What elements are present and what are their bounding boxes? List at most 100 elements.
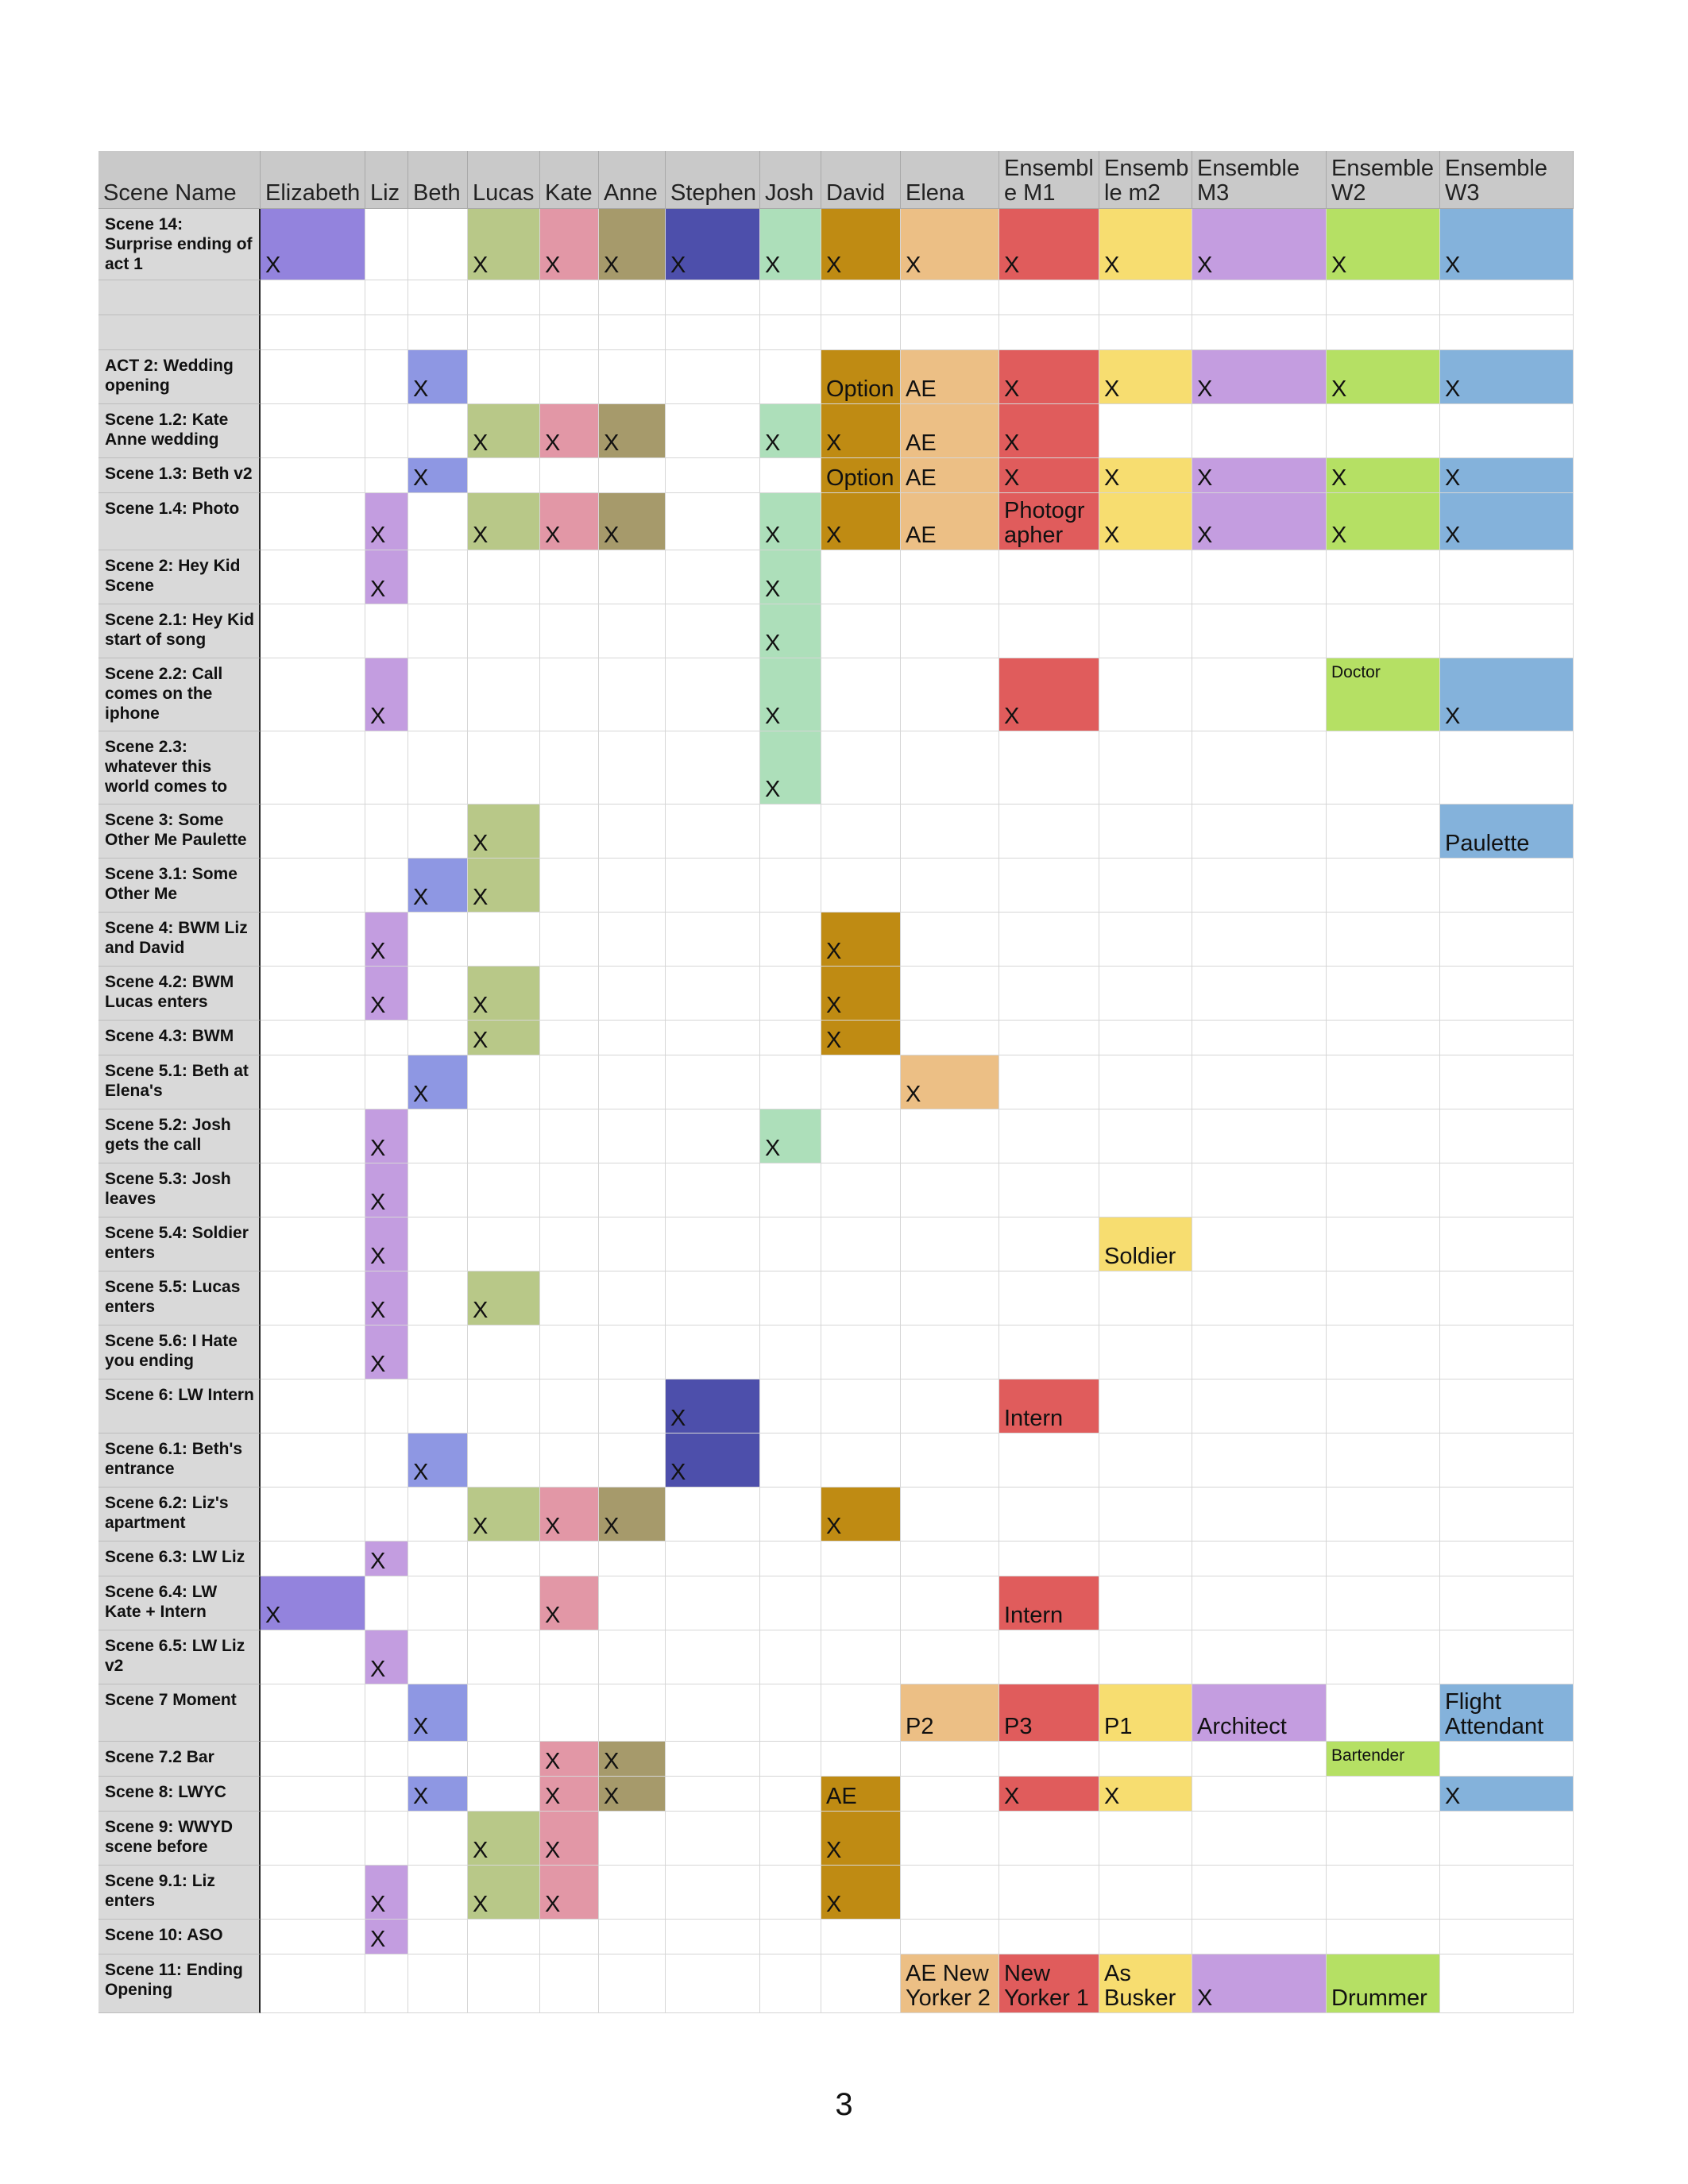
- cast-cell-em1: X: [999, 209, 1099, 280]
- cast-cell-lucas: [468, 1109, 540, 1163]
- cast-cell-stephen: X: [666, 209, 760, 280]
- cast-cell-elena: [901, 1325, 999, 1379]
- cast-cell-em1: [999, 805, 1099, 859]
- scene-name-cell: Scene 2.3: whatever this world comes to: [98, 731, 261, 805]
- cast-cell-beth: [408, 404, 468, 458]
- cast-cell-ew2: [1327, 1021, 1440, 1055]
- cast-cell-em1: Photogr apher: [999, 493, 1099, 550]
- cast-cell-kate: [540, 550, 599, 604]
- cast-cell-beth: [408, 967, 468, 1021]
- cast-cell-elizabeth: X: [261, 1576, 365, 1630]
- cast-cell-em3: [1192, 1742, 1327, 1777]
- cast-cell-ew2: [1327, 1055, 1440, 1109]
- cast-cell-elizabeth: [261, 550, 365, 604]
- cast-cell-em2: [1099, 731, 1192, 805]
- cast-cell-josh: X: [760, 550, 821, 604]
- cast-cell-elena: [901, 1433, 999, 1488]
- cast-cell-em3: [1192, 731, 1327, 805]
- column-header-em1: Ensembl e M1: [999, 151, 1099, 209]
- cast-cell-beth: X: [408, 1777, 468, 1812]
- cast-cell-anne: [599, 1866, 666, 1920]
- cast-cell-elizabeth: [261, 1542, 365, 1576]
- cast-cell-josh: [760, 350, 821, 404]
- cast-cell-em3: [1192, 1325, 1327, 1379]
- cast-cell-beth: [408, 209, 468, 280]
- cast-cell-anne: [599, 1576, 666, 1630]
- scene-name-cell: Scene 5.1: Beth at Elena's: [98, 1055, 261, 1109]
- cast-cell-anne: [599, 1055, 666, 1109]
- cast-cell-ew3: [1440, 1576, 1574, 1630]
- cast-cell-em2: P1: [1099, 1684, 1192, 1742]
- cast-cell-liz: [365, 1954, 408, 2013]
- cast-cell-josh: [760, 1630, 821, 1684]
- cast-cell-anne: [599, 1630, 666, 1684]
- cast-cell-ew3: [1440, 604, 1574, 658]
- cast-cell-anne: X: [599, 493, 666, 550]
- cast-cell-liz: X: [365, 1217, 408, 1271]
- cast-cell-em3: [1192, 1777, 1327, 1812]
- cast-cell-em3: [1192, 967, 1327, 1021]
- cast-cell-elena: [901, 1217, 999, 1271]
- cast-cell-elena: [901, 1542, 999, 1576]
- cast-cell-elena: [901, 1576, 999, 1630]
- cast-cell-lucas: [468, 550, 540, 604]
- cast-cell-kate: X: [540, 493, 599, 550]
- cast-cell-ew3: [1440, 1217, 1574, 1271]
- cast-cell-david: Option: [821, 458, 901, 493]
- cast-cell-stephen: [666, 1325, 760, 1379]
- cast-cell-anne: [599, 859, 666, 913]
- cast-cell-em3: [1192, 550, 1327, 604]
- cast-cell-ew3: [1440, 1488, 1574, 1542]
- scene-name-cell: [98, 280, 261, 315]
- cast-cell-liz: X: [365, 1866, 408, 1920]
- cast-cell-david: X: [821, 967, 901, 1021]
- cast-cell-anne: [599, 805, 666, 859]
- cast-cell-stephen: [666, 1109, 760, 1163]
- cast-cell-em3: X: [1192, 209, 1327, 280]
- cast-cell-ew3: [1440, 1866, 1574, 1920]
- cast-cell-elizabeth: [261, 404, 365, 458]
- cast-cell-em2: [1099, 1109, 1192, 1163]
- cast-cell-em1: Intern: [999, 1576, 1099, 1630]
- cast-cell-em2: X: [1099, 493, 1192, 550]
- cast-cell-lucas: [468, 1379, 540, 1433]
- cast-cell-em3: [1192, 1630, 1327, 1684]
- cast-cell-liz: [365, 805, 408, 859]
- cast-cell-liz: [365, 280, 408, 315]
- cast-cell-ew2: [1327, 404, 1440, 458]
- cast-cell-ew2: [1327, 1576, 1440, 1630]
- cast-cell-elena: [901, 550, 999, 604]
- column-header-lucas: Lucas: [468, 151, 540, 209]
- cast-cell-david: [821, 1920, 901, 1954]
- cast-cell-em1: [999, 731, 1099, 805]
- cast-cell-em1: [999, 1920, 1099, 1954]
- cast-cell-em3: X: [1192, 1954, 1327, 2013]
- cast-cell-david: Option: [821, 350, 901, 404]
- cast-cell-elena: [901, 604, 999, 658]
- cast-cell-ew2: Drummer: [1327, 1954, 1440, 2013]
- cast-cell-ew2: [1327, 1217, 1440, 1271]
- cast-cell-liz: X: [365, 1271, 408, 1325]
- cast-cell-ew3: [1440, 1325, 1574, 1379]
- cast-cell-lucas: [468, 1684, 540, 1742]
- page-number: 3: [835, 2087, 853, 2122]
- cast-cell-stephen: X: [666, 1379, 760, 1433]
- cast-cell-ew3: [1440, 1920, 1574, 1954]
- scene-name-cell: Scene 1.4: Photo: [98, 493, 261, 550]
- cast-cell-ew3: [1440, 967, 1574, 1021]
- cast-cell-stephen: [666, 350, 760, 404]
- cast-cell-ew2: [1327, 1433, 1440, 1488]
- cast-cell-josh: [760, 859, 821, 913]
- cast-cell-em2: [1099, 1542, 1192, 1576]
- cast-cell-anne: X: [599, 1777, 666, 1812]
- cast-cell-kate: [540, 1109, 599, 1163]
- cast-cell-elena: [901, 1777, 999, 1812]
- cast-cell-liz: [365, 859, 408, 913]
- cast-cell-stephen: [666, 280, 760, 315]
- cast-cell-liz: X: [365, 658, 408, 731]
- cast-cell-lucas: X: [468, 859, 540, 913]
- cast-cell-em1: [999, 1542, 1099, 1576]
- cast-cell-lucas: X: [468, 404, 540, 458]
- cast-cell-lucas: [468, 1954, 540, 2013]
- cast-cell-lucas: X: [468, 1812, 540, 1866]
